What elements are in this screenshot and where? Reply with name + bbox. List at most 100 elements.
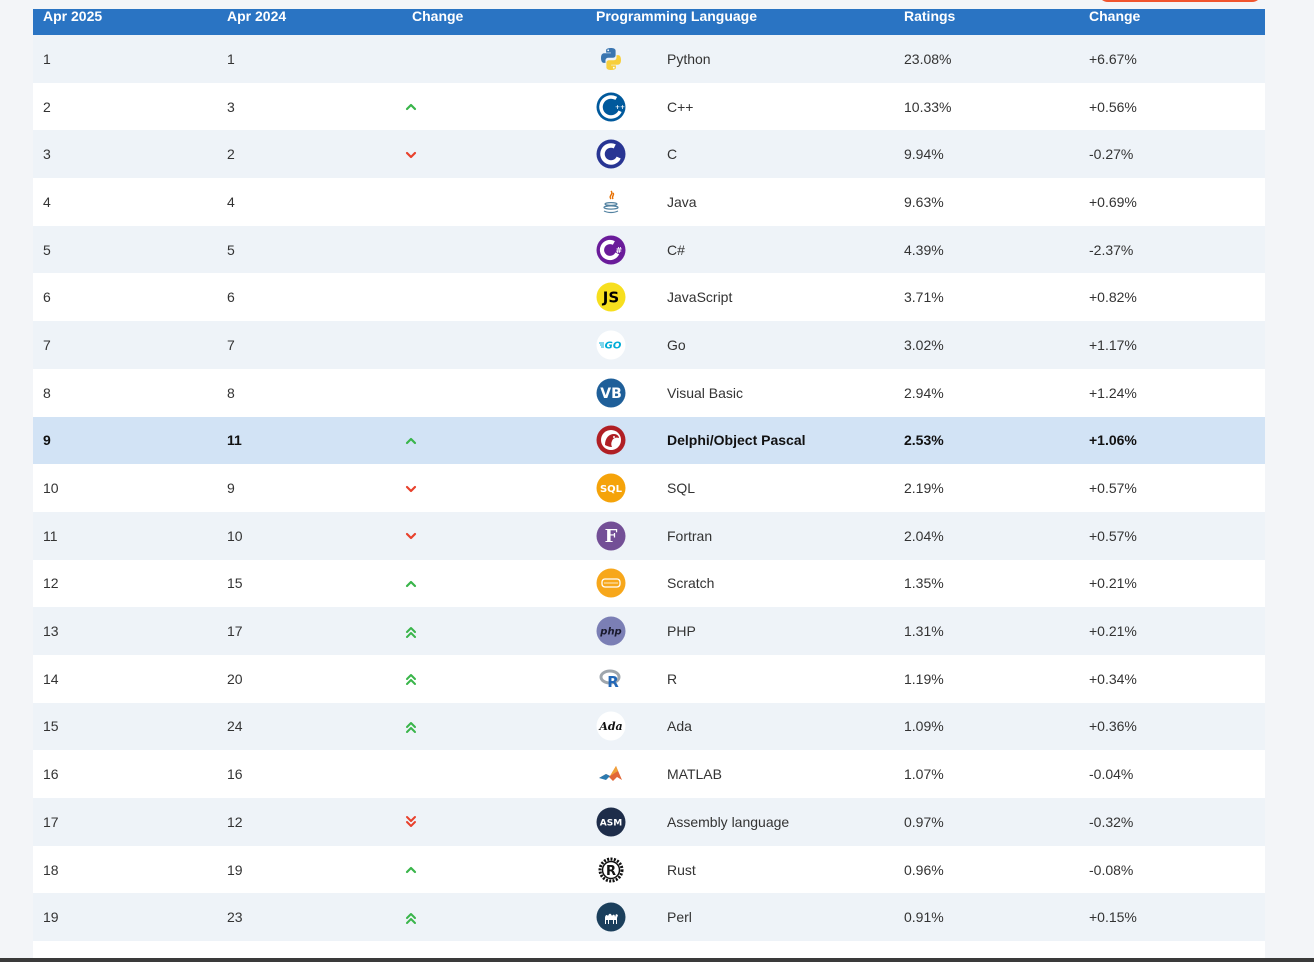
rating-cell: 9.63% [894, 178, 1079, 226]
language-name-cell[interactable]: Go [657, 321, 894, 369]
change-indicator-cell [402, 35, 586, 83]
language-name-cell[interactable]: SQL [657, 464, 894, 512]
table-row[interactable]: 8 8 VB Visual Basic 2.94% +1.24% [33, 368, 1265, 417]
current-rank-cell: 14 [33, 654, 217, 703]
svg-text:++: ++ [615, 104, 625, 111]
previous-rank-cell: 9 [217, 464, 402, 512]
rating-change-cell: +0.56% [1079, 82, 1265, 131]
svg-text:#: # [616, 246, 623, 255]
svg-text:R: R [606, 864, 616, 879]
table-row[interactable]: 12 15 Scratch 1.35% +0.21% [33, 559, 1265, 608]
table-row[interactable]: 14 20 R R 1.19% +0.34% [33, 654, 1265, 703]
change-indicator-cell [402, 368, 586, 417]
language-logo-cell [586, 178, 657, 226]
language-name-cell[interactable]: MATLAB [657, 750, 894, 798]
current-rank-cell: 17 [33, 798, 217, 846]
change-indicator-cell [402, 464, 586, 512]
language-name-cell[interactable]: C++ [657, 82, 894, 131]
language-name-cell[interactable]: Visual Basic [657, 368, 894, 417]
header-change[interactable]: Change [402, 9, 586, 35]
rating-cell: 2.94% [894, 368, 1079, 417]
rating-cell: 1.09% [894, 702, 1079, 751]
header-rating-change[interactable]: Change [1079, 9, 1265, 35]
table-row[interactable]: 6 6 JS JavaScript 3.71% +0.82% [33, 273, 1265, 322]
language-logo-cell: F [586, 511, 657, 560]
perl-logo-icon [596, 902, 626, 932]
table-row[interactable]: 7 7 GO Go 3.02% +1.17% [33, 321, 1265, 369]
arrow-down-icon [404, 481, 418, 497]
svg-text:GO: GO [605, 340, 622, 351]
table-row[interactable]: 13 17 php PHP 1.31% +0.21% [33, 607, 1265, 655]
table-row[interactable]: 3 2 C 9.94% -0.27% [33, 130, 1265, 179]
rating-change-cell: +0.82% [1079, 273, 1265, 322]
rating-cell: 2.04% [894, 511, 1079, 560]
rating-change-cell: +1.17% [1079, 321, 1265, 369]
language-name-cell[interactable]: C# [657, 225, 894, 274]
svg-text:VB: VB [600, 386, 622, 402]
language-name-cell[interactable]: C [657, 130, 894, 179]
rust-logo-icon: R [596, 855, 626, 885]
language-logo-cell [586, 35, 657, 83]
language-name-cell[interactable]: Ada [657, 702, 894, 751]
change-indicator-cell [402, 750, 586, 798]
table-row[interactable]: 19 23 Perl 0.91% +0.15% [33, 893, 1265, 942]
rating-change-cell: +0.34% [1079, 654, 1265, 703]
language-name-cell[interactable]: Java [657, 178, 894, 226]
table-body: 1 1 Python 23.08% +6.67% 2 3 ++ C++ 10.33% +0.56% 3… [33, 35, 1265, 942]
rating-cell: 0.91% [894, 893, 1079, 942]
javascript-logo-icon: JS [596, 282, 626, 312]
header-current-rank[interactable]: Apr 2025 [33, 9, 217, 35]
previous-rank-cell: 10 [217, 511, 402, 560]
language-name-cell[interactable]: Rust [657, 845, 894, 894]
r-logo-icon: R [596, 664, 626, 694]
language-name-cell[interactable]: Delphi/Object Pascal [657, 416, 894, 465]
top-accent-button[interactable] [1098, 0, 1262, 2]
table-row[interactable]: 2 3 ++ C++ 10.33% +0.56% [33, 82, 1265, 131]
table-row[interactable]: 9 11 Delphi/Object Pascal 2.53% +1.06% [33, 416, 1265, 465]
rating-change-cell: +0.57% [1079, 511, 1265, 560]
previous-rank-cell: 7 [217, 321, 402, 369]
language-name-cell[interactable]: Fortran [657, 511, 894, 560]
header-ratings[interactable]: Ratings [894, 9, 1079, 35]
change-indicator-cell [402, 130, 586, 179]
table-row[interactable]: 5 5 # C# 4.39% -2.37% [33, 225, 1265, 274]
arrow-up-icon [404, 576, 418, 592]
php-logo-icon: php [596, 616, 626, 646]
change-indicator-cell [402, 702, 586, 751]
table-row[interactable]: 16 16 MATLAB 1.07% -0.04% [33, 750, 1265, 798]
double-arrow-down-icon [404, 814, 418, 830]
rating-cell: 2.53% [894, 416, 1079, 465]
language-name-cell[interactable]: Perl [657, 893, 894, 942]
current-rank-cell: 18 [33, 845, 217, 894]
language-name-cell[interactable]: PHP [657, 607, 894, 655]
change-indicator-cell [402, 845, 586, 894]
table-row[interactable]: 10 9 SQL SQL 2.19% +0.57% [33, 464, 1265, 512]
table-header-row: Apr 2025 Apr 2024 Change Programming Lan… [33, 9, 1265, 35]
current-rank-cell: 9 [33, 416, 217, 465]
language-name-cell[interactable]: Scratch [657, 559, 894, 608]
header-programming-language[interactable]: Programming Language [586, 9, 894, 35]
current-rank-cell: 8 [33, 368, 217, 417]
language-name-cell[interactable]: R [657, 654, 894, 703]
python-logo-icon [596, 44, 626, 74]
arrow-down-icon [404, 528, 418, 544]
rating-change-cell: -0.32% [1079, 798, 1265, 846]
rating-cell: 0.96% [894, 845, 1079, 894]
table-row[interactable]: 17 12 ASM Assembly language 0.97% -0.32% [33, 798, 1265, 846]
previous-rank-cell: 3 [217, 82, 402, 131]
table-row[interactable]: 11 10 F Fortran 2.04% +0.57% [33, 511, 1265, 560]
current-rank-cell: 1 [33, 35, 217, 83]
matlab-logo-icon [596, 759, 626, 789]
rating-change-cell: -0.04% [1079, 750, 1265, 798]
table-row[interactable]: 4 4 Java 9.63% +0.69% [33, 178, 1265, 226]
language-name-cell[interactable]: JavaScript [657, 273, 894, 322]
language-name-cell[interactable]: Python [657, 35, 894, 83]
fortran-logo-icon: F [596, 521, 626, 551]
ranking-table: Apr 2025 Apr 2024 Change Programming Lan… [33, 9, 1265, 942]
table-row[interactable]: 15 24 Ada Ada 1.09% +0.36% [33, 702, 1265, 751]
language-name-cell[interactable]: Assembly language [657, 798, 894, 846]
header-previous-rank[interactable]: Apr 2024 [217, 9, 402, 35]
table-row[interactable]: 18 19 R Rust 0.96% -0.08% [33, 845, 1265, 894]
table-row[interactable]: 1 1 Python 23.08% +6.67% [33, 35, 1265, 83]
go-logo-icon: GO [596, 330, 626, 360]
